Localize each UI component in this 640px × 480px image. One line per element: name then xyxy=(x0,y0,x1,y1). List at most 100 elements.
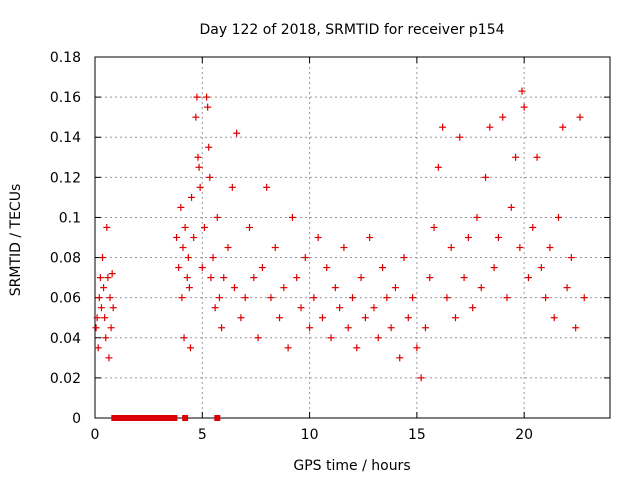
data-point xyxy=(194,153,202,161)
tick-labels: 0 0.02 0.04 0.06 0.08 0.1 0.12 0.14 0.16 0.18 0 5 10… xyxy=(50,50,533,443)
data-point xyxy=(370,304,378,312)
data-point xyxy=(101,314,109,322)
data-point xyxy=(572,324,580,332)
data-point xyxy=(233,129,241,137)
y-tick-label: 0.06 xyxy=(50,291,81,307)
x-tick-label: 20 xyxy=(515,427,533,443)
data-point xyxy=(198,264,206,272)
data-point xyxy=(413,344,421,352)
data-point xyxy=(344,324,352,332)
data-point xyxy=(103,223,111,231)
data-point xyxy=(314,234,322,241)
data-point xyxy=(310,294,318,302)
data-point xyxy=(109,304,117,312)
data-point xyxy=(241,294,249,302)
data-point xyxy=(331,284,339,292)
zero-marker xyxy=(167,415,174,421)
data-point xyxy=(537,264,545,272)
data-point xyxy=(482,173,490,181)
data-point xyxy=(516,244,524,252)
data-point xyxy=(452,314,459,322)
data-point xyxy=(387,324,395,332)
data-point xyxy=(205,143,213,151)
data-point xyxy=(224,244,232,252)
data-point xyxy=(293,274,301,282)
data-point xyxy=(494,234,502,241)
zero-marker xyxy=(132,415,139,421)
zero-marker xyxy=(182,415,189,421)
data-point xyxy=(464,234,472,241)
data-point xyxy=(107,324,115,332)
data-point xyxy=(246,223,253,231)
zero-marker xyxy=(214,415,221,421)
data-point xyxy=(193,93,201,101)
data-point xyxy=(258,264,266,272)
data-point xyxy=(190,234,198,241)
data-point xyxy=(306,324,314,332)
data-point xyxy=(178,294,186,302)
data-point xyxy=(95,294,103,302)
data-point xyxy=(206,173,214,181)
zero-marker xyxy=(149,415,156,421)
axis-ticks xyxy=(94,56,610,419)
data-point xyxy=(297,304,305,312)
data-point xyxy=(99,254,107,262)
data-point xyxy=(94,344,102,352)
y-tick-label: 0.1 xyxy=(59,210,81,226)
data-point xyxy=(181,223,189,231)
data-point xyxy=(184,254,192,262)
data-point xyxy=(318,314,326,322)
data-point xyxy=(105,354,113,362)
data-point xyxy=(102,334,110,342)
data-point xyxy=(404,314,412,322)
zero-marker xyxy=(158,415,165,421)
data-point xyxy=(336,304,344,312)
data-point xyxy=(379,264,387,272)
data-point xyxy=(180,334,188,342)
data-point xyxy=(177,203,185,211)
data-point xyxy=(271,244,279,252)
data-point xyxy=(473,213,481,221)
y-tick-label: 0.14 xyxy=(50,130,81,146)
data-point xyxy=(391,284,399,292)
data-point xyxy=(209,254,217,262)
data-point xyxy=(195,163,203,171)
data-point xyxy=(503,294,511,302)
y-tick-label: 0.16 xyxy=(50,90,81,106)
data-point xyxy=(200,223,208,231)
data-point xyxy=(546,244,554,252)
data-points xyxy=(92,87,588,382)
data-point xyxy=(175,264,183,272)
data-point xyxy=(267,294,275,302)
zero-marker xyxy=(141,415,148,421)
data-point xyxy=(230,284,238,292)
chart-title: Day 122 of 2018, SRMTID for receiver p15… xyxy=(199,22,504,38)
data-point xyxy=(188,193,196,201)
data-point xyxy=(213,213,221,221)
data-point xyxy=(97,304,105,312)
data-point xyxy=(349,294,356,302)
data-point xyxy=(203,93,211,101)
data-point xyxy=(196,183,204,191)
zero-marker xyxy=(128,415,135,421)
data-point xyxy=(499,113,507,121)
zero-marker xyxy=(115,415,122,421)
data-point xyxy=(237,314,245,322)
data-point xyxy=(250,274,258,282)
data-point xyxy=(185,284,193,292)
x-tick-label: 15 xyxy=(408,427,426,443)
data-point xyxy=(434,163,442,171)
y-tick-label: 0 xyxy=(72,411,81,427)
data-point xyxy=(340,244,348,252)
data-point xyxy=(512,153,520,161)
plot-area-border xyxy=(94,56,611,419)
data-point xyxy=(409,294,417,302)
data-point xyxy=(276,314,284,322)
data-point xyxy=(228,183,236,191)
data-point xyxy=(421,324,429,332)
zero-marker xyxy=(145,415,152,421)
data-point xyxy=(550,314,558,322)
data-point xyxy=(357,274,365,282)
data-point xyxy=(93,314,101,322)
data-point xyxy=(383,294,391,302)
